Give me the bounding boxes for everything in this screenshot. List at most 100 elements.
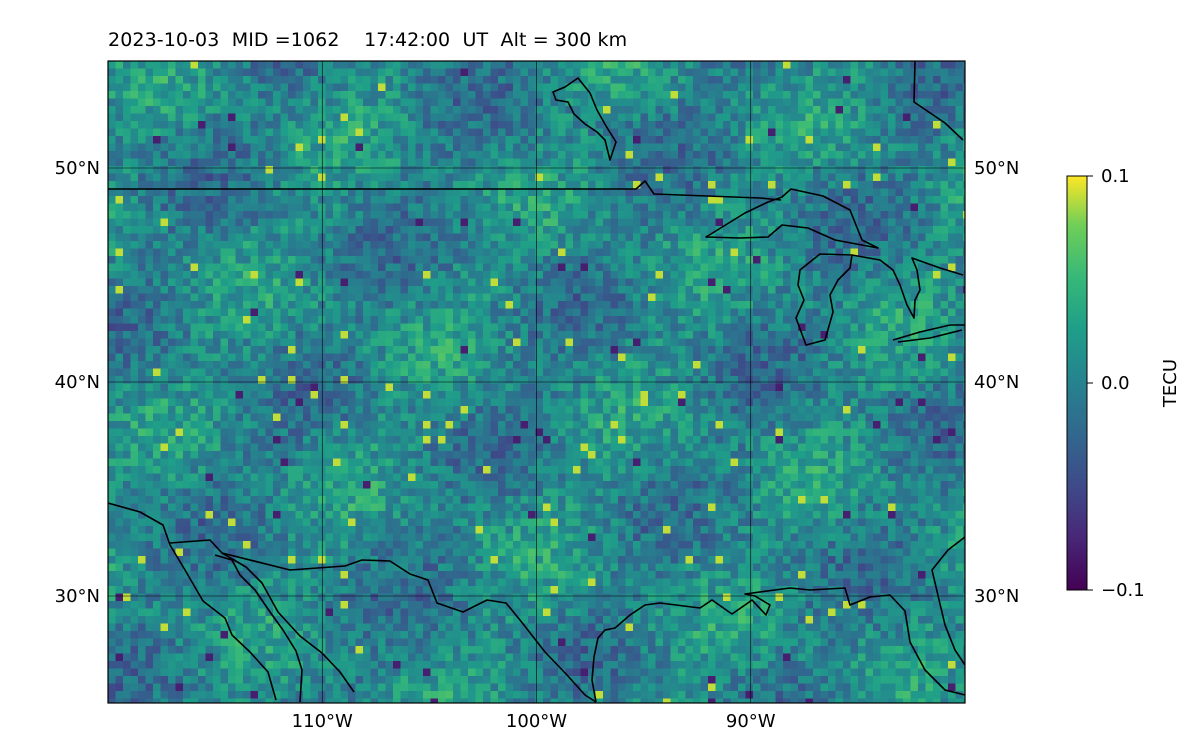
heatmap-cell	[813, 181, 821, 189]
heatmap-cell	[580, 196, 589, 204]
heatmap-cell	[505, 151, 514, 159]
heatmap-cell	[265, 301, 274, 309]
heatmap-cell	[505, 323, 514, 332]
heatmap-cell	[288, 76, 296, 84]
heatmap-cell	[213, 211, 221, 219]
heatmap-cell	[888, 128, 896, 137]
heatmap-cell	[130, 293, 139, 302]
heatmap-cell	[295, 338, 304, 347]
heatmap-cell	[715, 376, 724, 384]
heatmap-cell	[423, 106, 431, 114]
heatmap-cell	[678, 76, 686, 84]
heatmap-cell	[625, 241, 634, 249]
heatmap-cell	[220, 256, 229, 264]
heatmap-cell	[858, 263, 866, 272]
heatmap-cell	[783, 181, 791, 189]
heatmap-cell	[565, 181, 574, 189]
heatmap-cell	[820, 226, 829, 234]
heatmap-cell	[588, 233, 596, 242]
heatmap-cell	[835, 196, 844, 204]
heatmap-cell	[258, 361, 266, 369]
heatmap-cell	[288, 323, 296, 332]
heatmap-cell	[445, 211, 454, 219]
heatmap-cell	[168, 143, 176, 152]
heatmap-cell	[813, 316, 821, 324]
heatmap-cell	[543, 181, 551, 189]
heatmap-cell	[220, 323, 229, 332]
heatmap-cell	[775, 361, 784, 369]
heatmap-cell	[483, 121, 491, 129]
heatmap-cell	[775, 331, 784, 339]
heatmap-cell	[273, 203, 281, 212]
heatmap-cell	[378, 256, 386, 264]
heatmap-cell	[865, 151, 874, 159]
heatmap-cell	[610, 203, 619, 212]
heatmap-cell	[348, 361, 356, 369]
heatmap-cell	[243, 121, 251, 129]
heatmap-cell	[363, 61, 371, 69]
heatmap-cell	[895, 308, 904, 317]
heatmap-cell	[453, 233, 461, 242]
heatmap-cell	[813, 91, 821, 99]
heatmap-cell	[693, 166, 701, 174]
heatmap-cell	[925, 271, 934, 279]
heatmap-cell	[753, 91, 761, 99]
heatmap-cell	[543, 203, 551, 212]
heatmap-cell	[430, 76, 439, 84]
heatmap-cell	[490, 61, 499, 69]
heatmap-cell	[580, 248, 589, 257]
heatmap-cell	[730, 248, 739, 257]
heatmap-cell	[453, 166, 461, 174]
heatmap-cell	[858, 256, 866, 264]
heatmap-cell	[850, 361, 859, 369]
heatmap-cell	[828, 331, 836, 339]
heatmap-cell	[790, 91, 799, 99]
heatmap-cell	[498, 361, 506, 369]
heatmap-cell	[693, 98, 701, 107]
heatmap-cell	[730, 151, 739, 159]
heatmap-cell	[550, 308, 559, 317]
heatmap-cell	[895, 158, 904, 167]
heatmap-cell	[190, 331, 199, 339]
heatmap-cell	[738, 128, 746, 137]
heatmap-cell	[123, 376, 131, 384]
heatmap-cell	[693, 338, 701, 347]
heatmap-cell	[190, 68, 199, 77]
heatmap-cell	[505, 173, 514, 182]
heatmap-cell	[858, 188, 866, 197]
heatmap-cell	[468, 293, 476, 302]
heatmap-cell	[468, 188, 476, 197]
heatmap-cell	[550, 226, 559, 234]
heatmap-cell	[168, 106, 176, 114]
heatmap-cell	[700, 233, 709, 242]
heatmap-cell	[610, 278, 619, 287]
heatmap-cell	[768, 346, 776, 354]
heatmap-cell	[348, 346, 356, 354]
heatmap-cell	[250, 248, 259, 257]
heatmap-cell	[363, 248, 371, 257]
heatmap-cell	[843, 271, 851, 279]
heatmap-cell	[333, 151, 341, 159]
heatmap-cell	[730, 68, 739, 77]
heatmap-cell	[490, 361, 499, 369]
heatmap-cell	[490, 368, 499, 377]
title-date: 2023-10-03	[108, 29, 220, 51]
heatmap-cell	[723, 241, 731, 249]
heatmap-cell	[333, 226, 341, 234]
heatmap-cell	[588, 166, 596, 174]
heatmap-cell	[903, 128, 911, 137]
heatmap-cell	[198, 383, 206, 392]
heatmap-cell	[708, 121, 716, 129]
heatmap-cell	[445, 293, 454, 302]
heatmap-cell	[528, 203, 536, 212]
heatmap-cell	[280, 166, 289, 174]
heatmap-cell	[370, 136, 379, 144]
heatmap-cell	[490, 76, 499, 84]
heatmap-cell	[963, 271, 965, 279]
heatmap-cell	[528, 173, 536, 182]
heatmap-cell	[280, 308, 289, 317]
heatmap-cell	[438, 346, 446, 354]
heatmap-cell	[805, 271, 814, 279]
heatmap-cell	[768, 173, 776, 182]
heatmap-cell	[423, 76, 431, 84]
